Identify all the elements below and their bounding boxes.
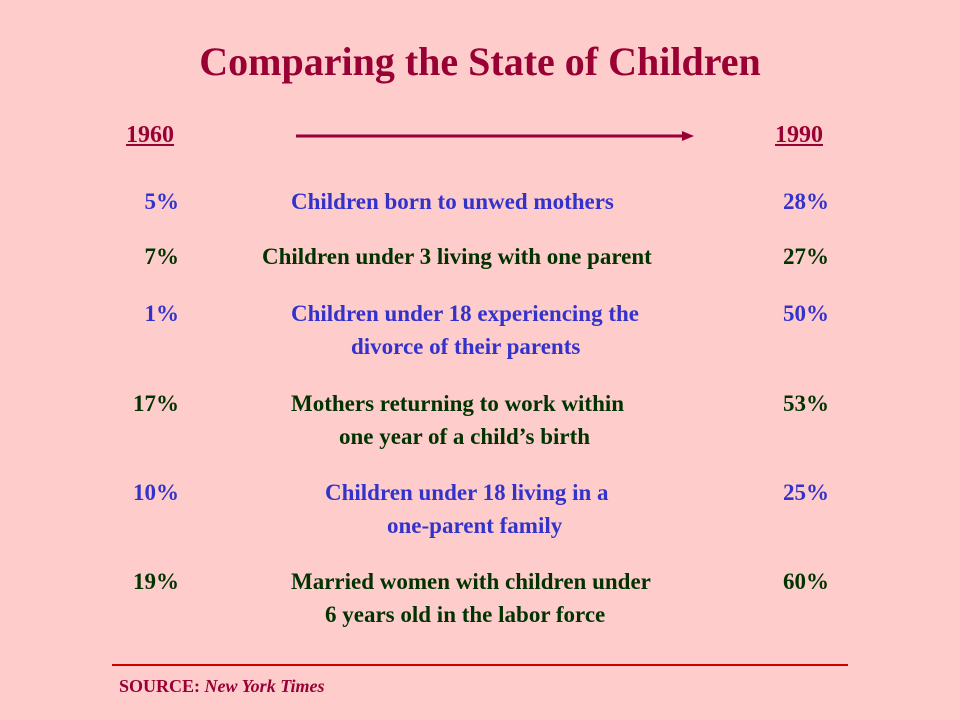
row-label-line-1: Children under 18 experiencing the [291,301,639,326]
page-title: Comparing the State of Children [199,39,761,84]
value-1960: 19% [133,569,179,594]
row-label-line-2: 6 years old in the labor force [325,602,606,627]
value-1960: 17% [133,391,179,416]
row-label-line-1: Married women with children under [291,569,651,594]
value-1990: 50% [783,301,829,326]
source-note: SOURCE: New York Times [119,676,325,697]
row-label-line-1: Mothers returning to work within [291,391,625,416]
row-label-line-1: Children under 18 living in a [325,480,609,505]
value-1960: 7% [144,244,180,269]
source-label: SOURCE: [119,676,201,696]
timeline-arrow-icon [296,131,694,141]
value-1990: 60% [783,569,829,594]
row-label-line-2: one year of a child’s birth [339,424,591,449]
value-1990: 53% [783,391,829,416]
row-label-line-2: divorce of their parents [351,334,581,359]
value-1990: 27% [783,244,829,269]
year-1960-label: 1960 [126,122,174,148]
year-1990-label: 1990 [775,122,823,148]
row-label: Children born to unwed mothers [291,189,614,214]
value-1960: 1% [144,301,180,326]
source-divider [112,664,848,666]
row-label: Children under 3 living with one parent [262,244,652,269]
value-1960: 10% [133,480,179,505]
source-publication: New York Times [204,676,325,696]
value-1990: 25% [783,480,829,505]
row-label-line-2: one-parent family [387,513,563,538]
value-1960: 5% [144,189,180,214]
value-1990: 28% [783,189,829,214]
